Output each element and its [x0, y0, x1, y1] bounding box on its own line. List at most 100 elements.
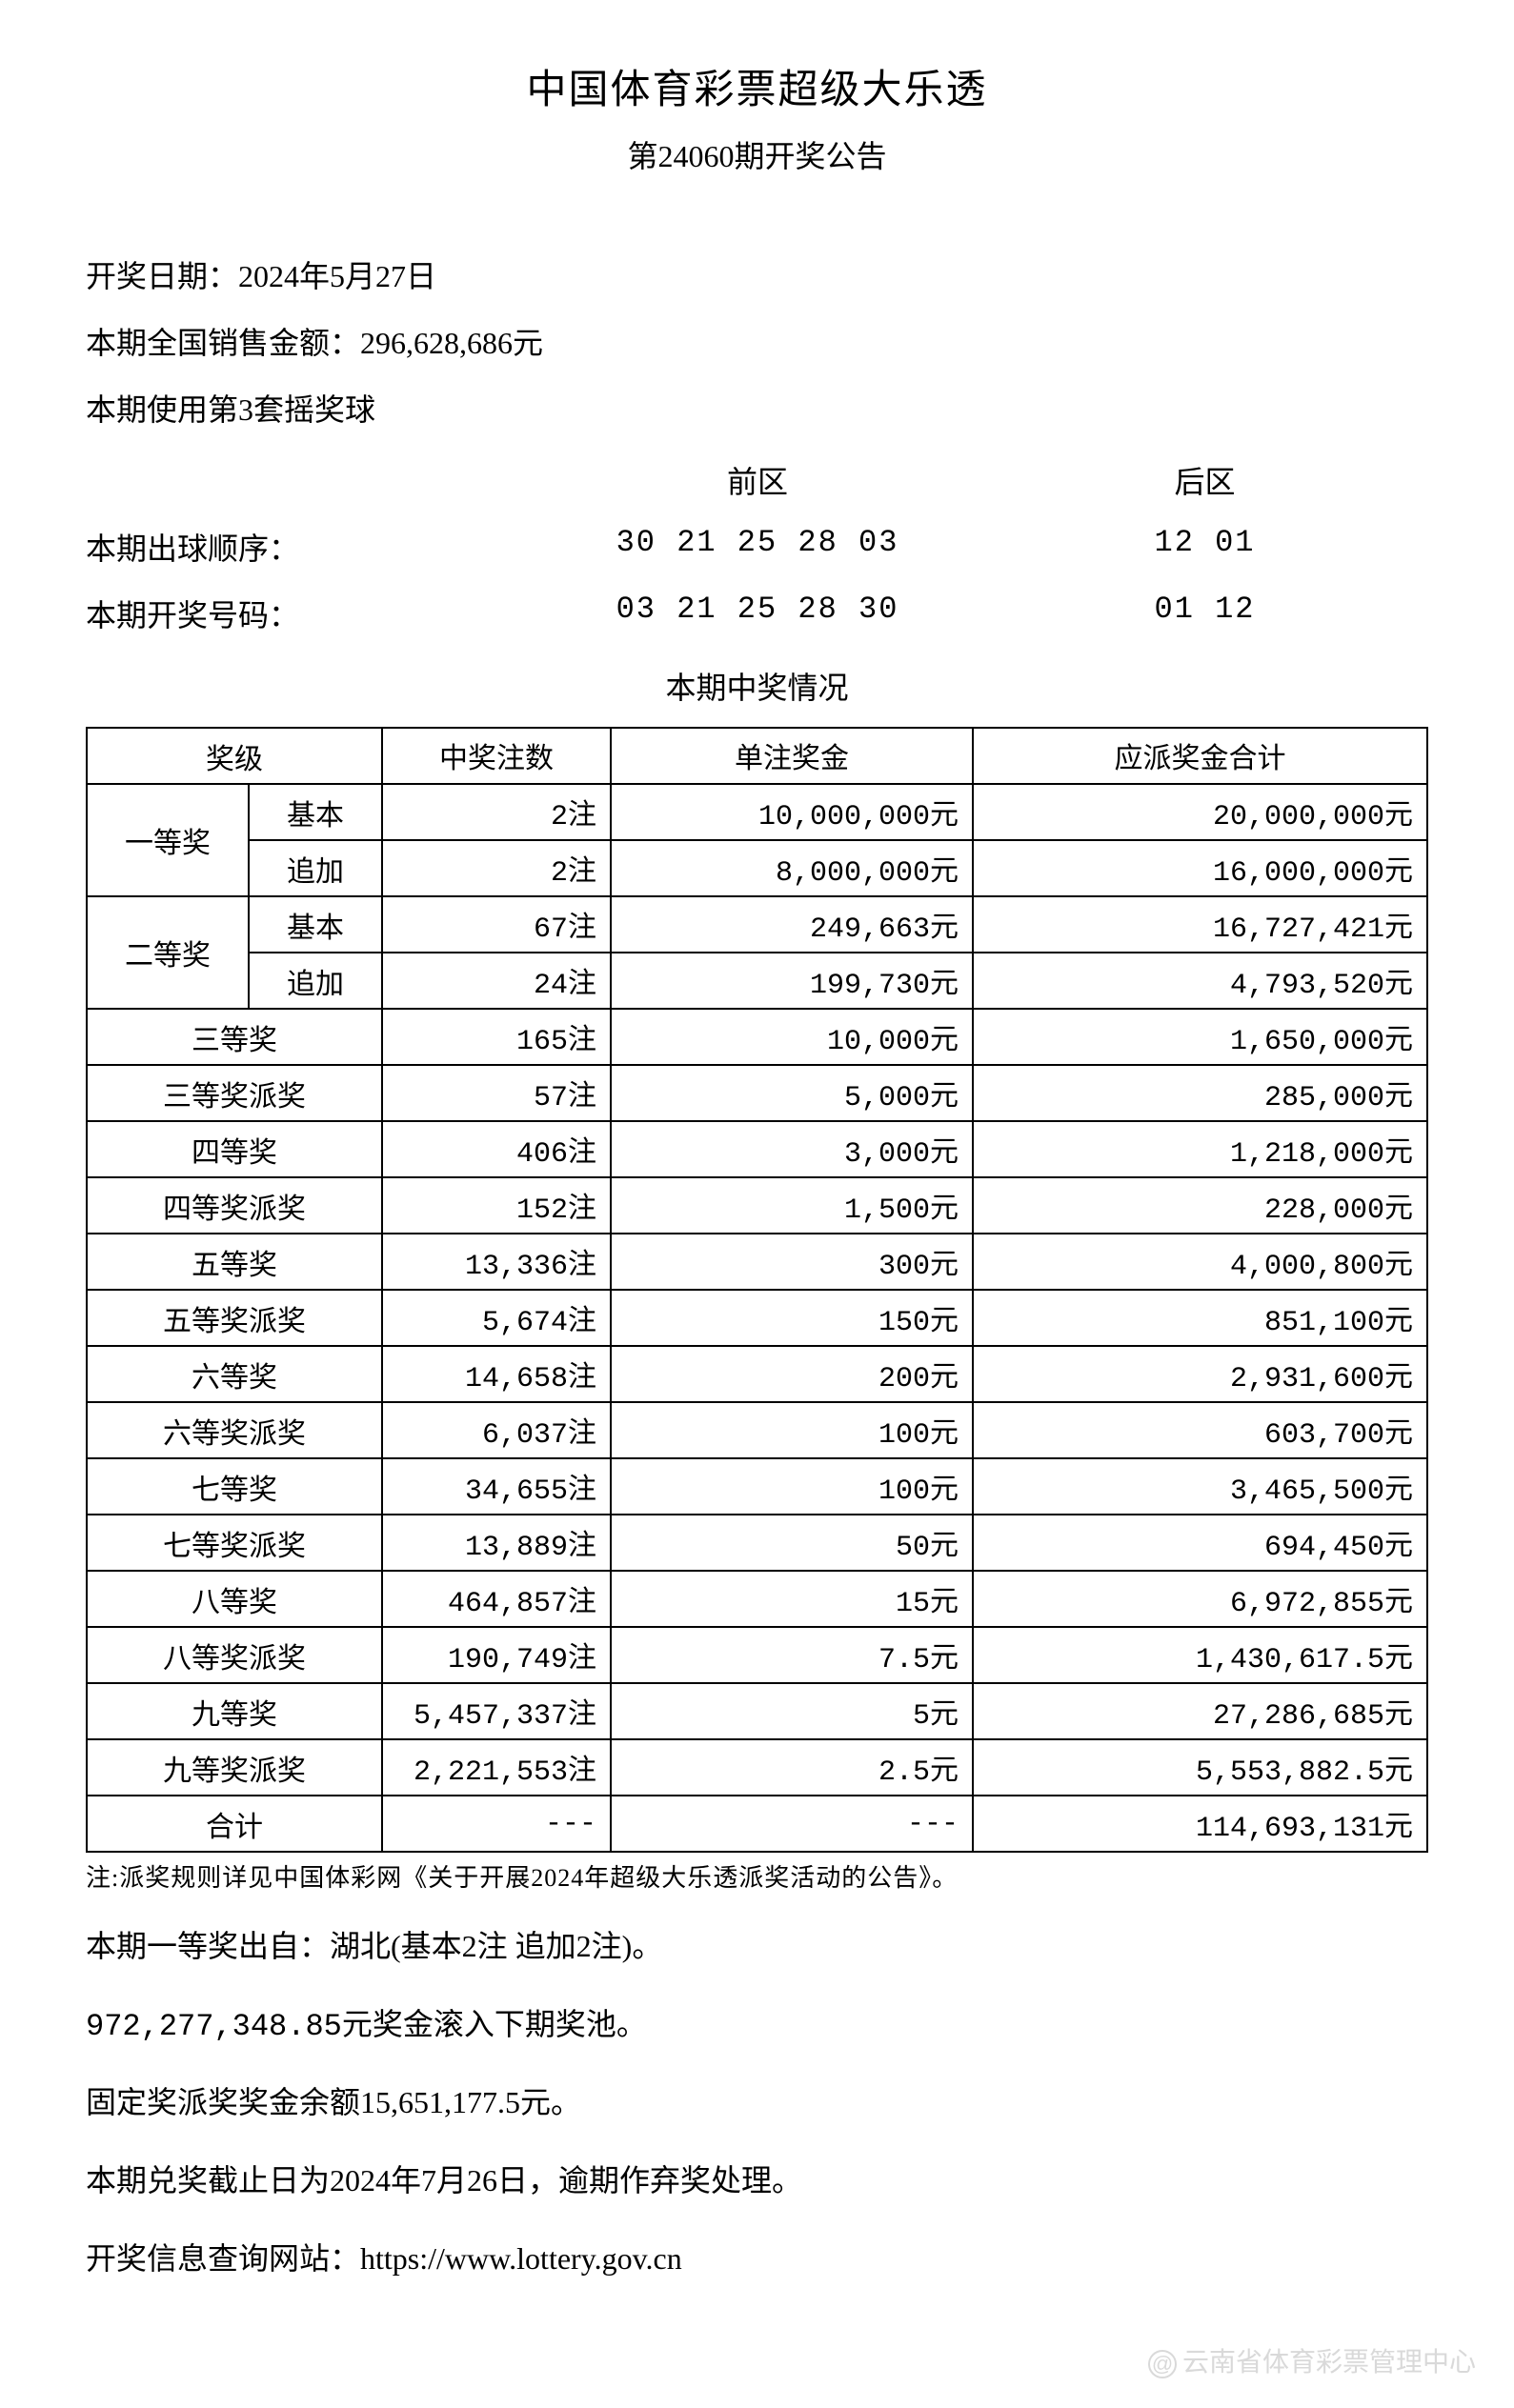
cell: 285,000元 — [973, 1065, 1427, 1121]
level-name: 八等奖派奖 — [87, 1627, 382, 1683]
cell: 27,286,685元 — [973, 1683, 1427, 1739]
winning-back: 01 12 — [981, 592, 1428, 635]
footer-line: 固定奖派奖奖金余额15,651,177.5元。 — [86, 2078, 1428, 2122]
cell: 694,450元 — [973, 1515, 1427, 1571]
table-row: 八等奖派奖190,749注7.5元1,430,617.5元 — [87, 1627, 1427, 1683]
draw-date: 开奖日期：2024年5月27日 — [86, 252, 1428, 296]
table-row: 三等奖派奖57注5,000元285,000元 — [87, 1065, 1427, 1121]
table-row: 七等奖派奖13,889注50元694,450元 — [87, 1515, 1427, 1571]
cell: --- — [382, 1796, 611, 1852]
level-name: 七等奖 — [87, 1458, 382, 1515]
cell: 199,730元 — [611, 953, 973, 1009]
level-name: 九等奖 — [87, 1683, 382, 1739]
cell: 228,000元 — [973, 1177, 1427, 1234]
watermark-text: 云南省体育彩票管理中心 — [1182, 2347, 1476, 2377]
cell: 16,727,421元 — [973, 896, 1427, 953]
tier1-addon-label: 追加 — [249, 840, 382, 896]
table-row: 九等奖派奖2,221,553注2.5元5,553,882.5元 — [87, 1739, 1427, 1796]
cell: 7.5元 — [611, 1627, 973, 1683]
cell: 165注 — [382, 1009, 611, 1065]
cell: 20,000,000元 — [973, 784, 1427, 840]
tier2-basic-label: 基本 — [249, 896, 382, 953]
cell: 300元 — [611, 1234, 973, 1290]
draw-order-front: 30 21 25 28 03 — [534, 525, 981, 569]
table-row: 追加 24注 199,730元 4,793,520元 — [87, 953, 1427, 1009]
level-name: 七等奖派奖 — [87, 1515, 382, 1571]
watermark: @云南省体育彩票管理中心 — [1148, 2341, 1476, 2379]
cell: 2注 — [382, 840, 611, 896]
cell: 67注 — [382, 896, 611, 953]
note-text: 注:派奖规则详见中国体彩网《关于开展2024年超级大乐透派奖活动的公告》。 — [86, 1858, 1428, 1894]
cell: 249,663元 — [611, 896, 973, 953]
level-name: 九等奖派奖 — [87, 1739, 382, 1796]
cell: 3,465,500元 — [973, 1458, 1427, 1515]
prize-table: 奖级 中奖注数 单注奖金 应派奖金合计 一等奖 基本 2注 10,000,000… — [86, 727, 1428, 1853]
sales-amount: 本期全国销售金额：296,628,686元 — [86, 319, 1428, 363]
cell: 5元 — [611, 1683, 973, 1739]
cell: 1,430,617.5元 — [973, 1627, 1427, 1683]
cell: 150元 — [611, 1290, 973, 1346]
tier1-basic-label: 基本 — [249, 784, 382, 840]
cell: --- — [611, 1796, 973, 1852]
cell: 152注 — [382, 1177, 611, 1234]
cell: 14,658注 — [382, 1346, 611, 1402]
cell: 3,000元 — [611, 1121, 973, 1177]
table-row: 一等奖 基本 2注 10,000,000元 20,000,000元 — [87, 784, 1427, 840]
tier1-name: 一等奖 — [87, 784, 249, 896]
draw-order-label: 本期出球顺序： — [86, 525, 534, 569]
cell: 8,000,000元 — [611, 840, 973, 896]
cell: 13,336注 — [382, 1234, 611, 1290]
table-row: 二等奖 基本 67注 249,663元 16,727,421元 — [87, 896, 1427, 953]
cell: 5,000元 — [611, 1065, 973, 1121]
cell: 5,553,882.5元 — [973, 1739, 1427, 1796]
cell: 2.5元 — [611, 1739, 973, 1796]
ball-set: 本期使用第3套摇奖球 — [86, 386, 1428, 430]
numbers-section: 前区 后区 本期出球顺序： 30 21 25 28 03 12 01 本期开奖号… — [86, 458, 1428, 635]
table-row: 追加 2注 8,000,000元 16,000,000元 — [87, 840, 1427, 896]
table-row: 四等奖派奖152注1,500元228,000元 — [87, 1177, 1427, 1234]
cell: 464,857注 — [382, 1571, 611, 1627]
info-block: 开奖日期：2024年5月27日 本期全国销售金额：296,628,686元 本期… — [86, 252, 1428, 430]
cell: 190,749注 — [382, 1627, 611, 1683]
footer-line: 972,277,348.85元奖金滚入下期奖池。 — [86, 2000, 1428, 2044]
table-row: 九等奖5,457,337注5元27,286,685元 — [87, 1683, 1427, 1739]
footer-block: 本期一等奖出自：湖北(基本2注 追加2注)。 972,277,348.85元奖金… — [86, 1922, 1428, 2278]
level-name: 四等奖 — [87, 1121, 382, 1177]
cell: 50元 — [611, 1515, 973, 1571]
level-name: 八等奖 — [87, 1571, 382, 1627]
cell: 1,650,000元 — [973, 1009, 1427, 1065]
front-zone-label: 前区 — [534, 458, 981, 502]
cell: 2注 — [382, 784, 611, 840]
cell: 4,000,800元 — [973, 1234, 1427, 1290]
tier2-name: 二等奖 — [87, 896, 249, 1009]
table-row: 八等奖464,857注15元6,972,855元 — [87, 1571, 1427, 1627]
cell: 2,221,553注 — [382, 1739, 611, 1796]
header-level: 奖级 — [87, 728, 382, 784]
cell: 5,674注 — [382, 1290, 611, 1346]
page-title: 中国体育彩票超级大乐透 — [86, 57, 1428, 115]
cell: 6,037注 — [382, 1402, 611, 1458]
tier2-addon-label: 追加 — [249, 953, 382, 1009]
cell: 6,972,855元 — [973, 1571, 1427, 1627]
table-row: 五等奖派奖5,674注150元851,100元 — [87, 1290, 1427, 1346]
table-row: 四等奖406注3,000元1,218,000元 — [87, 1121, 1427, 1177]
table-title: 本期中奖情况 — [86, 664, 1428, 708]
level-name: 三等奖 — [87, 1009, 382, 1065]
footer-line: 开奖信息查询网站：https://www.lottery.gov.cn — [86, 2235, 1428, 2278]
sum-label: 合计 — [87, 1796, 382, 1852]
cell: 34,655注 — [382, 1458, 611, 1515]
at-icon: @ — [1148, 2350, 1177, 2378]
level-name: 六等奖派奖 — [87, 1402, 382, 1458]
footer-line: 本期兑奖截止日为2024年7月26日，逾期作弃奖处理。 — [86, 2157, 1428, 2200]
cell: 851,100元 — [973, 1290, 1427, 1346]
cell: 1,500元 — [611, 1177, 973, 1234]
table-row: 三等奖165注10,000元1,650,000元 — [87, 1009, 1427, 1065]
cell: 1,218,000元 — [973, 1121, 1427, 1177]
level-name: 五等奖派奖 — [87, 1290, 382, 1346]
level-name: 六等奖 — [87, 1346, 382, 1402]
level-name: 三等奖派奖 — [87, 1065, 382, 1121]
page-subtitle: 第24060期开奖公告 — [86, 132, 1428, 176]
cell: 603,700元 — [973, 1402, 1427, 1458]
cell: 4,793,520元 — [973, 953, 1427, 1009]
header-count: 中奖注数 — [382, 728, 611, 784]
